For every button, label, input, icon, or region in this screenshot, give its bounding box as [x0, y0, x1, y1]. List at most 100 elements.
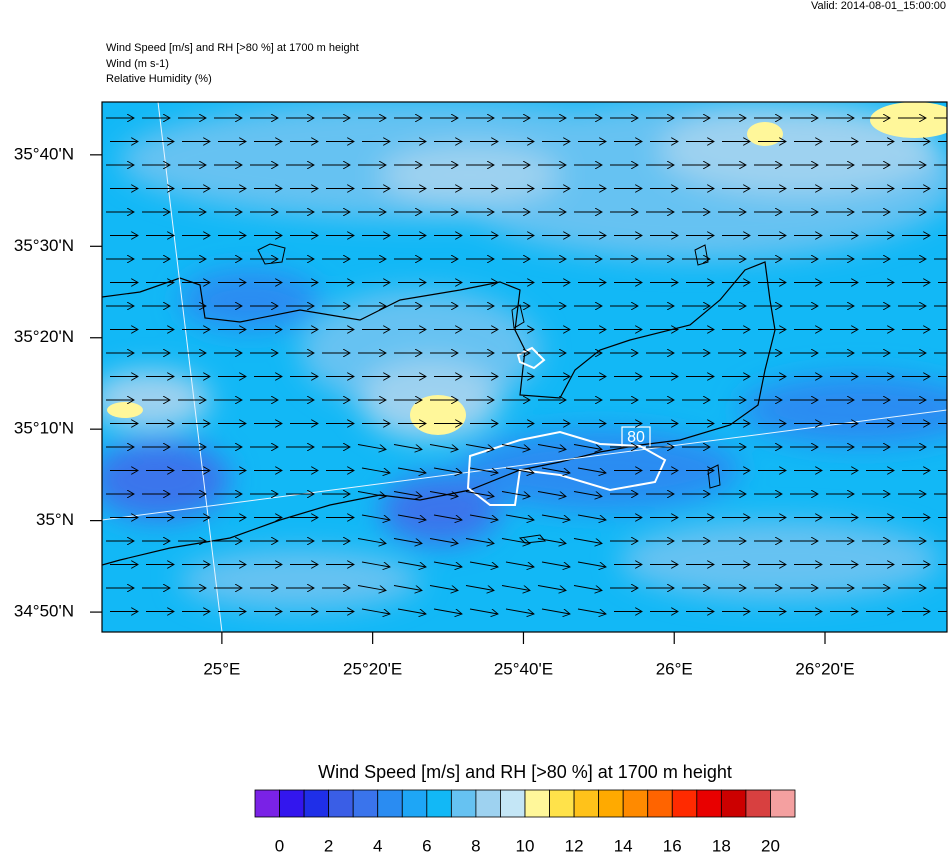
lat-tick-label: 35°30'N	[14, 236, 74, 255]
wind-arrow	[433, 561, 462, 567]
wind-arrow	[397, 608, 426, 614]
wind-arrow	[397, 561, 426, 567]
wind-arrow	[577, 467, 606, 473]
wind-arrow	[501, 491, 530, 497]
wind-arrow	[541, 561, 570, 567]
high-speed-patch	[107, 402, 143, 418]
wind-arrow	[537, 585, 566, 591]
colorbar-tick-label: 8	[471, 836, 480, 854]
wind-arrow	[577, 514, 606, 520]
map-frame	[101, 101, 948, 633]
wind-arrow	[537, 444, 566, 450]
wind-arrow	[541, 514, 570, 520]
wind-arrow	[501, 444, 530, 450]
wind-arrow	[465, 538, 494, 544]
wind-arrow	[393, 538, 422, 544]
wind-arrow	[357, 444, 386, 450]
wind-arrow	[465, 585, 494, 591]
colorbar-swatch	[328, 789, 354, 818]
colorbar-tick-label: 18	[712, 836, 731, 854]
wind-arrow	[505, 561, 534, 567]
wind-arrow	[573, 585, 602, 591]
wind-arrow	[397, 514, 426, 520]
wind-arrow	[429, 491, 458, 497]
header-line: Relative Humidity (%)	[106, 73, 212, 85]
wind-arrow	[357, 585, 386, 591]
wind-arrow	[537, 538, 566, 544]
wind-arrow	[501, 585, 530, 591]
colorbar-title: Wind Speed [m/s] and RH [>80 %] at 1700 …	[318, 762, 732, 782]
wind-arrow	[433, 608, 462, 614]
colorbar-swatch	[622, 789, 649, 818]
wind-arrow	[541, 608, 570, 614]
colorbar-swatch	[524, 789, 550, 818]
lon-tick-label: 25°40'E	[494, 659, 553, 678]
colorbar-swatch	[720, 789, 747, 818]
contour-label: 80	[627, 429, 645, 446]
colorbar-tick-label: 12	[565, 836, 584, 854]
wind-arrow	[433, 514, 462, 520]
wind-arrow	[357, 491, 386, 497]
lat-tick-label: 34°50'N	[14, 602, 74, 621]
lat-tick-label: 35°N	[36, 510, 74, 529]
wind-arrow	[573, 444, 602, 450]
colorbar-swatch	[352, 789, 379, 818]
colorbar-tick-label: 6	[422, 836, 431, 854]
valid-time: Valid: 2014-08-01_15:00:00	[811, 0, 946, 12]
wind-arrow	[469, 608, 498, 614]
colorbar-swatch	[770, 789, 796, 818]
high-speed-patch	[747, 122, 783, 146]
wind-arrow	[361, 608, 390, 614]
wind-arrow	[465, 444, 494, 450]
colorbar-tick-label: 16	[663, 836, 682, 854]
colorbar-swatch	[573, 789, 600, 818]
wind-arrow	[469, 561, 498, 567]
wind-arrow	[501, 538, 530, 544]
wind-arrow	[505, 467, 534, 473]
colorbar-swatch	[696, 789, 722, 818]
lon-tick-label: 26°20'E	[795, 659, 854, 678]
lon-tick-label: 25°20'E	[343, 659, 402, 678]
colorbar-swatch	[279, 789, 305, 818]
wind-arrow	[393, 444, 422, 450]
wind-arrow	[397, 467, 426, 473]
lon-tick-label: 26°E	[656, 659, 693, 678]
wind-arrow	[573, 491, 602, 497]
colorbar-tick-label: 0	[275, 836, 284, 854]
wind-arrows	[106, 118, 947, 614]
axes: 35°40'N 35°30'N 35°20'N 35°10'N 35°N 34°50'N 2…	[14, 144, 855, 678]
lat-tick-label: 35°20'N	[14, 327, 74, 346]
lat-tick-label: 35°10'N	[14, 419, 74, 438]
wind-arrow	[433, 467, 462, 473]
colorbar-swatch	[254, 789, 280, 818]
colorbar-swatch	[745, 789, 771, 818]
wind-arrow	[505, 514, 534, 520]
wind-arrow	[469, 467, 498, 473]
lon-tick-label: 25°E	[203, 659, 240, 678]
high-speed-patch	[410, 395, 466, 435]
colorbar-tick-label: 2	[324, 836, 333, 854]
wind-arrow	[361, 514, 390, 520]
wind-arrow	[393, 585, 422, 591]
colorbar-swatch	[647, 789, 673, 818]
colorbar-tick-label: 4	[373, 836, 382, 854]
colorbar-tick-label: 14	[614, 836, 633, 854]
wind-arrow	[577, 561, 606, 567]
colorbar-swatch	[426, 789, 452, 818]
colorbar-tick-label: 20	[761, 836, 780, 854]
colorbar-swatch	[377, 789, 403, 818]
wind-arrow	[505, 608, 534, 614]
colorbar-swatch	[598, 789, 624, 818]
wind-arrow	[429, 538, 458, 544]
wind-arrow	[465, 491, 494, 497]
wind-arrow	[537, 491, 566, 497]
wind-arrow	[429, 444, 458, 450]
colorbar: 0 2 4 6 8 10 12 14 16 18 20	[254, 789, 796, 854]
colorbar-swatch	[549, 789, 575, 818]
header-line: Wind Speed [m/s] and RH [>80 %] at 1700 …	[106, 42, 359, 54]
wind-arrow	[429, 585, 458, 591]
wind-arrow	[573, 538, 602, 544]
lat-tick-label: 35°40'N	[14, 144, 74, 163]
wind-arrow	[541, 467, 570, 473]
rh-contour	[466, 430, 667, 506]
